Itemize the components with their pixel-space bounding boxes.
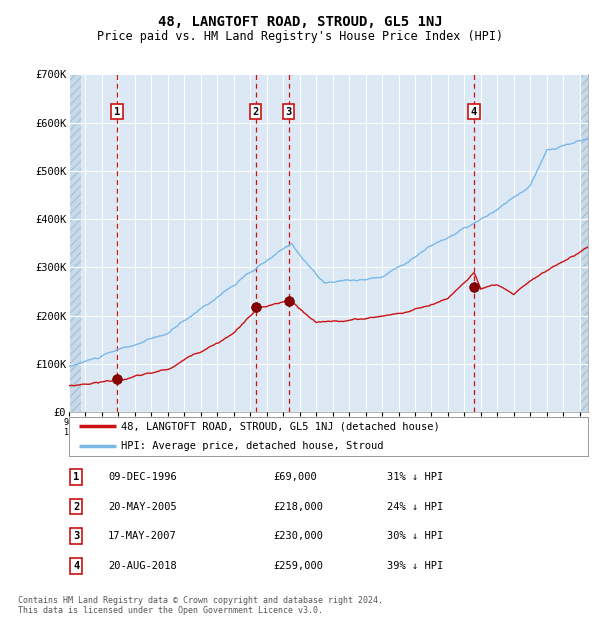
Text: 17-MAY-2007: 17-MAY-2007 — [108, 531, 177, 541]
Text: 39% ↓ HPI: 39% ↓ HPI — [387, 561, 443, 571]
Text: Price paid vs. HM Land Registry's House Price Index (HPI): Price paid vs. HM Land Registry's House … — [97, 30, 503, 43]
Text: HPI: Average price, detached house, Stroud: HPI: Average price, detached house, Stro… — [121, 441, 383, 451]
Text: 09-DEC-1996: 09-DEC-1996 — [108, 472, 177, 482]
Text: 24% ↓ HPI: 24% ↓ HPI — [387, 502, 443, 512]
Text: 4: 4 — [73, 561, 79, 571]
Text: 1: 1 — [114, 107, 120, 117]
Text: 2: 2 — [253, 107, 259, 117]
Text: 1: 1 — [73, 472, 79, 482]
Text: £230,000: £230,000 — [273, 531, 323, 541]
Text: 3: 3 — [73, 531, 79, 541]
Text: 20-MAY-2005: 20-MAY-2005 — [108, 502, 177, 512]
Bar — [69, 74, 80, 412]
Bar — [581, 74, 588, 412]
Text: 2: 2 — [73, 502, 79, 512]
Text: 3: 3 — [286, 107, 292, 117]
Text: 48, LANGTOFT ROAD, STROUD, GL5 1NJ: 48, LANGTOFT ROAD, STROUD, GL5 1NJ — [158, 16, 442, 30]
Text: £69,000: £69,000 — [273, 472, 317, 482]
Text: 30% ↓ HPI: 30% ↓ HPI — [387, 531, 443, 541]
Text: £259,000: £259,000 — [273, 561, 323, 571]
Text: 48, LANGTOFT ROAD, STROUD, GL5 1NJ (detached house): 48, LANGTOFT ROAD, STROUD, GL5 1NJ (deta… — [121, 422, 440, 432]
Text: 20-AUG-2018: 20-AUG-2018 — [108, 561, 177, 571]
Text: Contains HM Land Registry data © Crown copyright and database right 2024.
This d: Contains HM Land Registry data © Crown c… — [18, 596, 383, 615]
Text: 4: 4 — [471, 107, 477, 117]
Text: £218,000: £218,000 — [273, 502, 323, 512]
Text: 31% ↓ HPI: 31% ↓ HPI — [387, 472, 443, 482]
